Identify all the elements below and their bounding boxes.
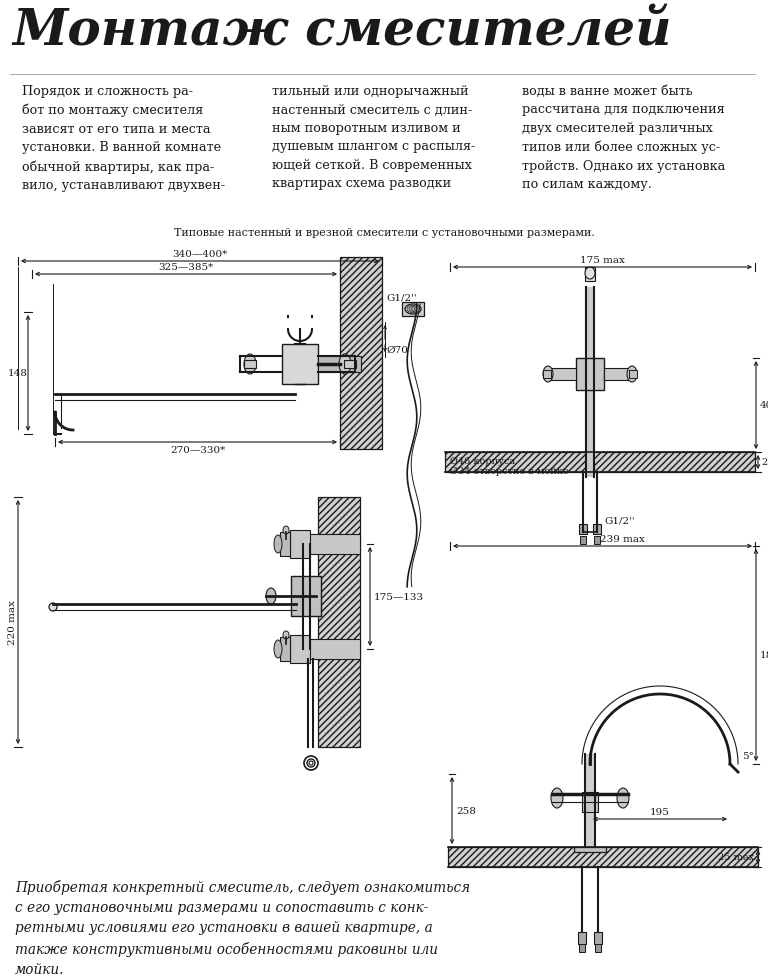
Bar	[290, 531, 310, 559]
Text: 270—330*: 270—330*	[170, 446, 225, 455]
Bar	[448, 847, 758, 868]
Text: 5°: 5°	[742, 751, 754, 761]
Ellipse shape	[266, 588, 276, 605]
Bar	[244, 361, 256, 368]
Bar	[402, 303, 424, 317]
Ellipse shape	[585, 268, 595, 279]
Bar	[629, 370, 637, 379]
Text: Ø70: Ø70	[386, 345, 408, 354]
Ellipse shape	[543, 366, 553, 383]
Bar	[296, 639, 360, 659]
Bar	[586, 287, 594, 478]
Ellipse shape	[339, 355, 351, 374]
Ellipse shape	[627, 366, 637, 383]
Ellipse shape	[617, 788, 629, 808]
Text: 175—133: 175—133	[374, 592, 424, 602]
Text: 148: 148	[8, 369, 28, 378]
Text: 175 max: 175 max	[580, 256, 625, 265]
Text: Типовые настенный и врезной смесители с установочными размерами.: Типовые настенный и врезной смесители с …	[174, 228, 594, 237]
Bar	[585, 268, 595, 281]
Bar	[280, 532, 290, 557]
Bar	[579, 944, 585, 952]
Bar	[585, 754, 595, 847]
Text: G1/2'': G1/2''	[386, 293, 416, 302]
Bar	[282, 345, 318, 385]
Text: 195: 195	[650, 808, 670, 817]
Bar	[344, 361, 356, 368]
Text: 25 max: 25 max	[762, 458, 768, 467]
Ellipse shape	[405, 305, 421, 315]
Text: 220 max: 220 max	[8, 600, 18, 645]
Bar	[280, 637, 290, 661]
Bar	[604, 368, 632, 381]
Bar	[296, 534, 360, 554]
Bar	[543, 370, 551, 379]
Text: воды в ванне может быть
рассчитана для подключения
двух смесителей различных
тип: воды в ванне может быть рассчитана для п…	[522, 85, 725, 191]
Bar	[580, 536, 586, 544]
Bar	[318, 497, 360, 747]
Text: Ø34 отверстие в мойке: Ø34 отверстие в мойке	[450, 466, 568, 475]
Bar	[318, 357, 361, 372]
Bar	[594, 536, 600, 544]
Ellipse shape	[49, 604, 57, 612]
Bar	[290, 635, 310, 663]
Text: Порядок и сложность ра-
бот по монтажу смесителя
зависят от его типа и места
уст: Порядок и сложность ра- бот по монтажу с…	[22, 85, 225, 191]
Bar	[579, 525, 587, 534]
Text: 325—385*: 325—385*	[158, 263, 214, 273]
Text: Монтаж смесителей: Монтаж смесителей	[12, 8, 671, 57]
Ellipse shape	[283, 631, 289, 639]
Bar	[578, 932, 586, 944]
Bar	[593, 525, 601, 534]
Ellipse shape	[283, 527, 289, 534]
Bar	[595, 944, 601, 952]
Ellipse shape	[274, 640, 282, 658]
Text: 340—400*: 340—400*	[172, 250, 227, 259]
Bar	[548, 368, 576, 381]
Text: 25 max: 25 max	[718, 853, 754, 862]
Text: 182: 182	[760, 651, 768, 659]
Bar	[445, 452, 755, 473]
Bar	[340, 258, 382, 449]
Bar	[576, 359, 604, 391]
Bar	[582, 792, 598, 812]
Text: 239 max: 239 max	[600, 535, 645, 544]
Bar	[574, 847, 606, 852]
Bar	[291, 576, 321, 616]
Ellipse shape	[274, 535, 282, 553]
Text: Приобретая конкретный смеситель, следует ознакомиться
с его установочными размер: Приобретая конкретный смеситель, следует…	[15, 879, 470, 976]
Text: G1/2'': G1/2''	[604, 516, 634, 525]
Text: Ø46 корпуса: Ø46 корпуса	[450, 456, 515, 465]
Text: 258: 258	[456, 806, 476, 815]
Bar	[594, 932, 602, 944]
Ellipse shape	[551, 788, 563, 808]
Ellipse shape	[244, 355, 256, 374]
Text: 400: 400	[760, 402, 768, 410]
Text: тильный или однорычажный
настенный смеситель с длин-
ным поворотным изливом и
ду: тильный или однорычажный настенный смеси…	[272, 85, 475, 191]
